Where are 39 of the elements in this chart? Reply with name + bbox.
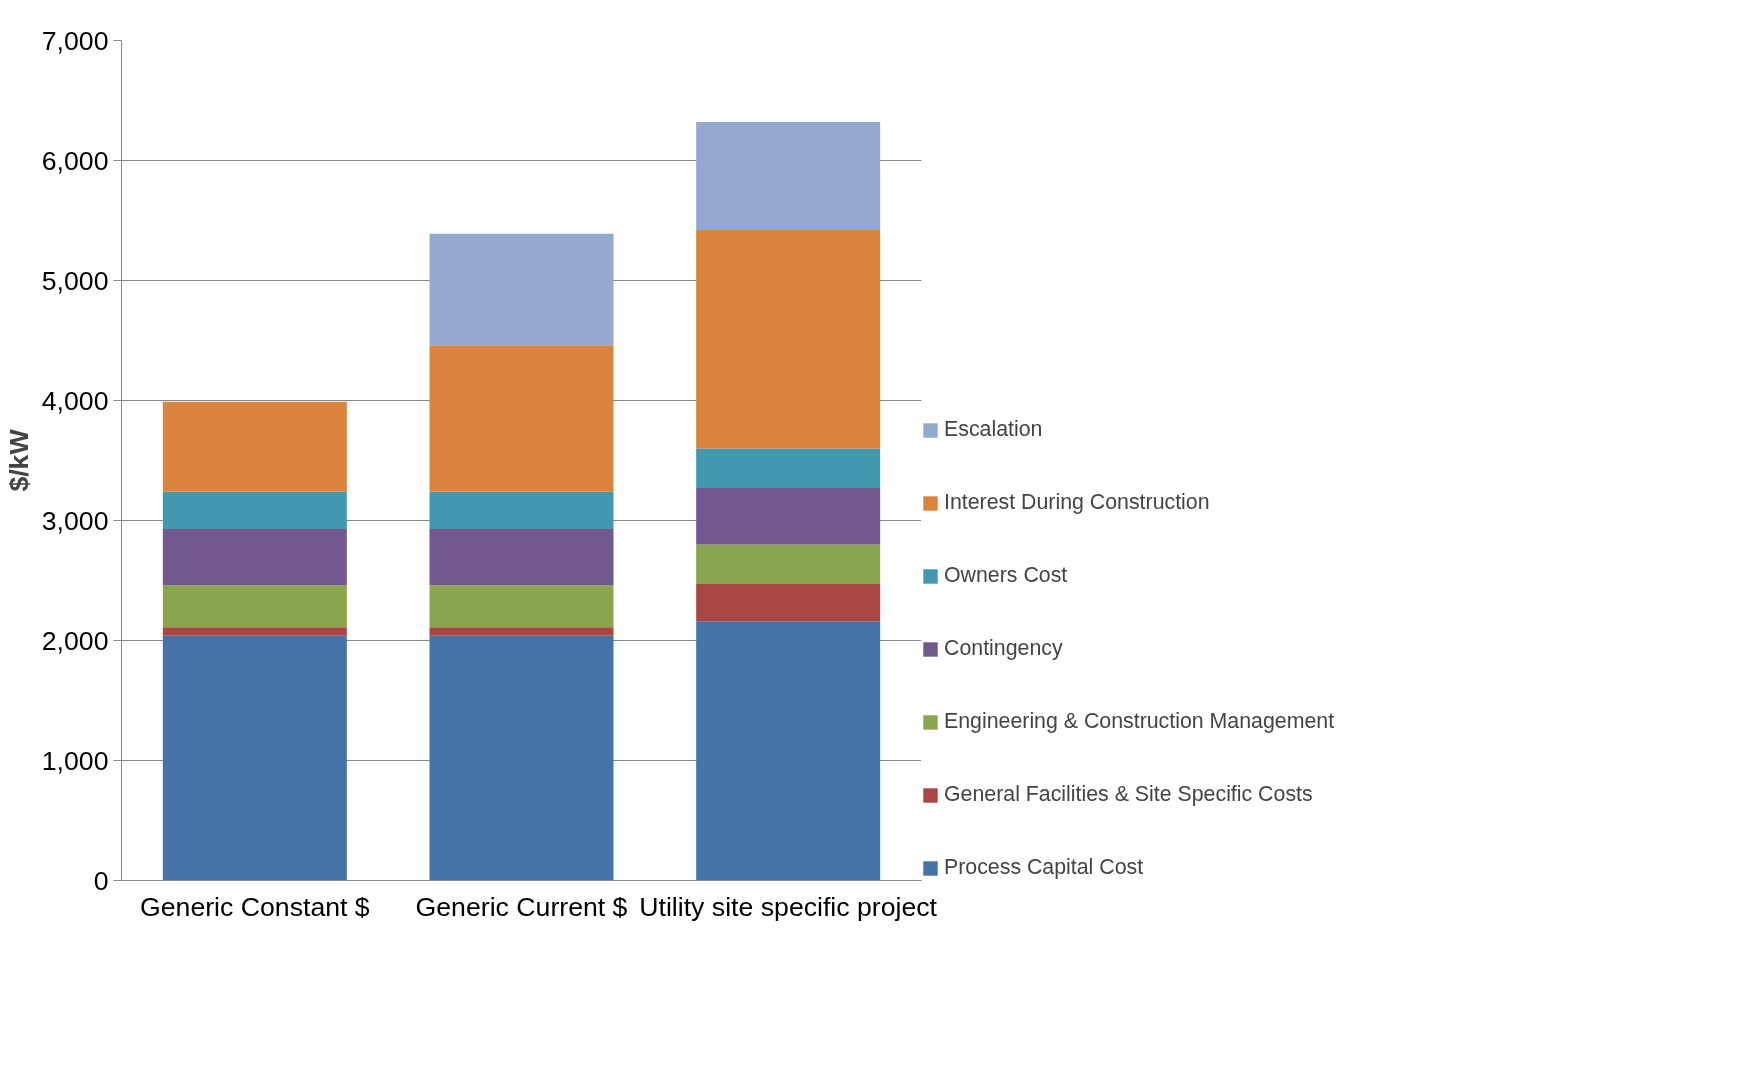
bar	[429, 635, 614, 881]
bar	[162, 585, 347, 628]
bar	[162, 528, 347, 586]
bar	[429, 345, 614, 492]
bar	[696, 448, 881, 489]
legend-label: General Facilities & Site Specific Costs	[944, 782, 1313, 807]
bar	[696, 584, 881, 622]
bar	[162, 627, 347, 636]
bar	[162, 401, 347, 492]
bar	[429, 233, 614, 346]
y-tick-label: 2,000	[41, 625, 109, 656]
y-tick-label: 7,000	[41, 25, 109, 56]
y-tick-label: 0	[93, 865, 109, 896]
y-axis-title: $/kW	[3, 428, 34, 492]
legend-label: Escalation	[944, 417, 1043, 442]
bar	[696, 122, 881, 231]
bar	[696, 621, 881, 881]
bar	[429, 528, 614, 586]
y-tick-label: 6,000	[41, 145, 109, 176]
legend-label: Contingency	[944, 636, 1063, 661]
bar	[429, 491, 614, 529]
legend-label: Owners Cost	[944, 563, 1068, 588]
y-tick-label: 1,000	[41, 745, 109, 776]
bar	[429, 627, 614, 636]
y-tick-label: 3,000	[41, 505, 109, 536]
y-tick-label: 4,000	[41, 385, 109, 416]
bar	[429, 585, 614, 628]
bar	[696, 230, 881, 449]
bar	[696, 488, 881, 545]
legend-label: Interest During Construction	[944, 490, 1210, 515]
x-tick-label: Utility site specific project	[639, 891, 938, 922]
legend-label: Engineering & Construction Management	[944, 709, 1335, 734]
bar	[162, 491, 347, 529]
legend-label: Process Capital Cost	[944, 855, 1144, 880]
bar	[162, 635, 347, 881]
x-tick-label: Generic Constant $	[140, 891, 370, 922]
y-tick-label: 5,000	[41, 265, 109, 296]
x-tick-label: Generic Current $	[415, 891, 628, 922]
bar	[696, 544, 881, 585]
